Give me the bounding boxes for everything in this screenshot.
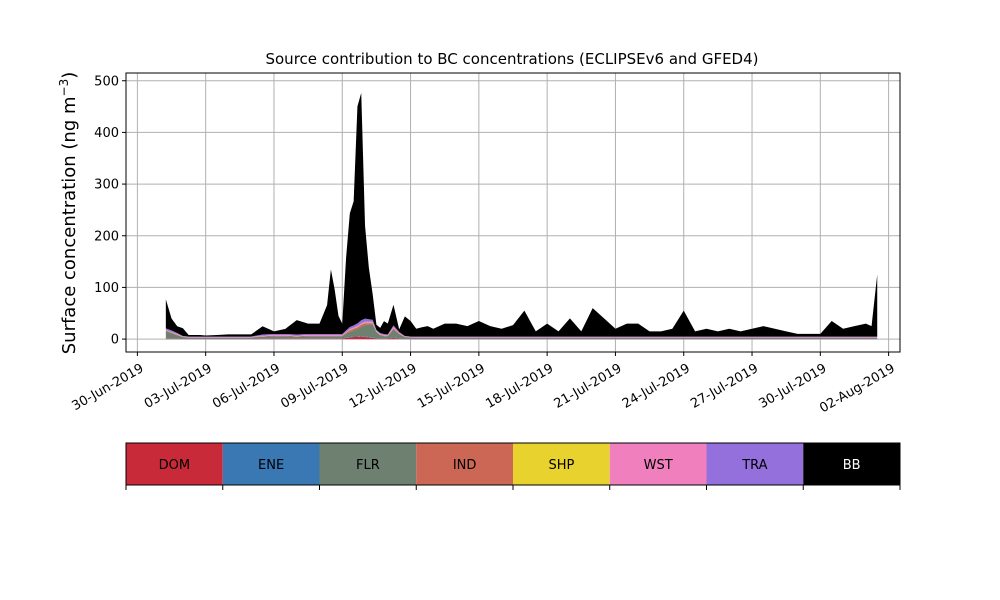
legend-swatch-tra <box>706 443 804 485</box>
y-tick-label: 0 <box>111 333 119 348</box>
x-axis: 30-Jun-201903-Jul-201906-Jul-201909-Jul-… <box>70 352 898 416</box>
legend-swatch-bb <box>803 443 900 485</box>
legend-label-tra: TRA <box>741 458 767 473</box>
y-axis-label-close: ) <box>59 72 80 79</box>
stacked-areas <box>165 92 878 340</box>
y-tick-label: 500 <box>94 74 119 89</box>
y-tick-label: 400 <box>94 126 119 141</box>
legend-frame <box>125 442 901 486</box>
legend-swatch-flr <box>319 443 417 485</box>
legend-label-bb: BB <box>843 458 861 473</box>
x-tick-label: 18-Jul-2019 <box>483 361 556 412</box>
legend-swatch-shp <box>513 443 610 485</box>
legend-label-shp: SHP <box>548 458 574 473</box>
series-area-ene <box>165 335 878 339</box>
legend-label-wst: WST <box>644 458 673 473</box>
x-tick-label: 03-Jul-2019 <box>142 361 215 412</box>
legend-label-ene: ENE <box>258 458 284 473</box>
x-tick-label: 21-Jul-2019 <box>552 361 625 412</box>
legend-label-ind: IND <box>453 458 477 473</box>
chart-title: Source contribution to BC concentrations… <box>265 50 758 68</box>
y-tick-label: 300 <box>94 178 119 193</box>
legend-swatch-wst <box>609 443 707 485</box>
x-tick-label: 09-Jul-2019 <box>278 361 351 412</box>
y-axis-label-main: Surface concentration (ng m <box>59 96 80 354</box>
y-axis-label-superscript: −3 <box>57 79 71 97</box>
series-area-dom <box>165 336 878 340</box>
x-tick-label: 02-Aug-2019 <box>817 361 897 416</box>
y-tick-label: 200 <box>94 229 119 244</box>
x-tick-label: 15-Jul-2019 <box>415 361 488 412</box>
legend-swatch-ind <box>416 443 513 485</box>
x-tick-label: 12-Jul-2019 <box>347 361 420 412</box>
series-area-bb <box>165 92 878 337</box>
x-tick-label: 30-Jun-2019 <box>70 361 147 414</box>
legend-label-dom: DOM <box>159 458 190 473</box>
y-axis-label: Surface concentration (ng m−3) <box>57 72 80 355</box>
x-tick-label: 27-Jul-2019 <box>688 361 761 412</box>
axes-frame <box>125 72 901 353</box>
grid <box>126 73 900 352</box>
legend-swatch-ene <box>222 443 320 485</box>
y-axis: 0 100 200 300 400 500 <box>94 74 126 348</box>
legend-swatch-dom <box>126 443 223 485</box>
y-tick-label: 100 <box>94 281 119 296</box>
legend-label-flr: FLR <box>356 458 380 473</box>
x-tick-label: 06-Jul-2019 <box>210 361 283 412</box>
x-tick-label: 24-Jul-2019 <box>620 361 693 412</box>
legend: DOM ENE FLR IND SHP WST TRA BB <box>125 442 901 490</box>
